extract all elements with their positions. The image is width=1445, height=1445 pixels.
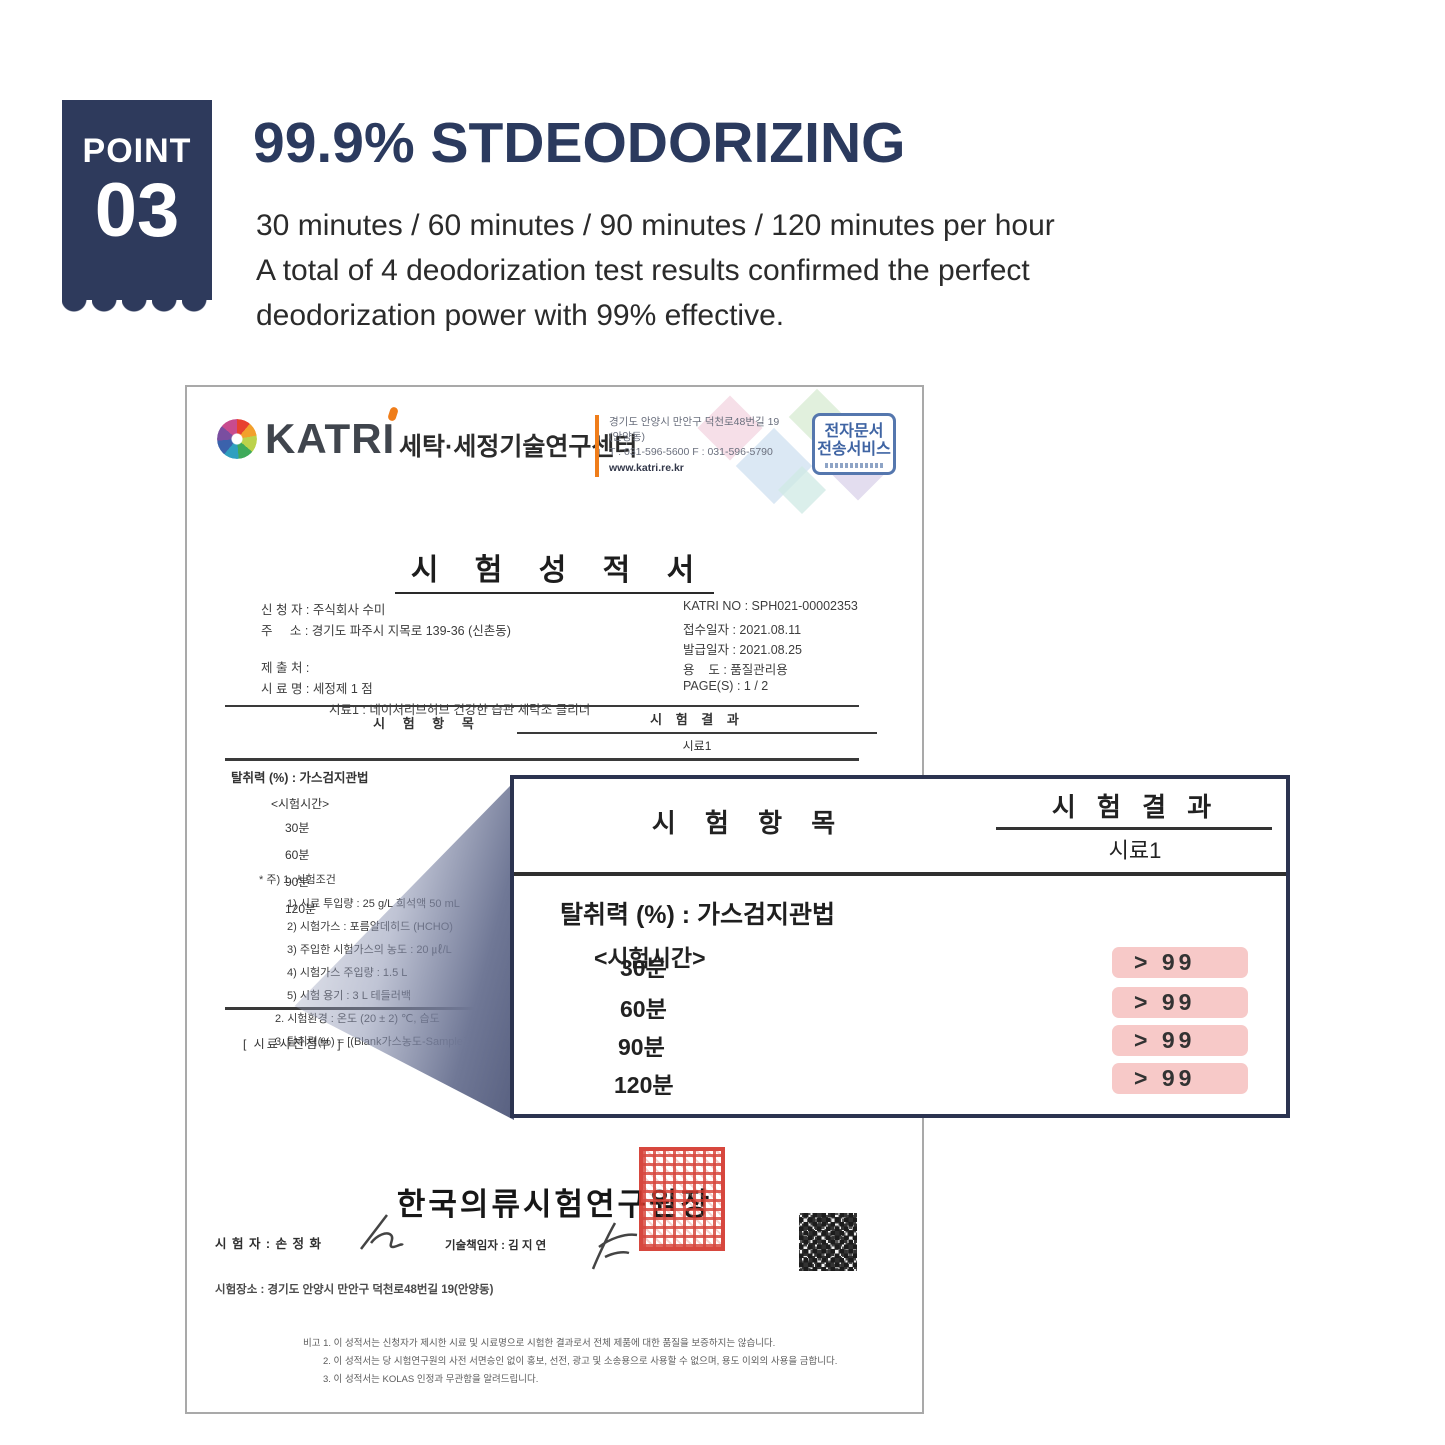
footnote-line: 2. 이 성적서는 당 시험연구원의 사전 서면승인 없이 홍보, 선전, 광고… — [323, 1356, 838, 1367]
point-badge-label: POINT — [82, 132, 192, 170]
field-katri-no: KATRI NO : SPH021-00002353 — [683, 599, 858, 613]
address-phone: T : 031-596-5600 F : 031-596-5790 — [609, 446, 773, 459]
point-badge: POINT 03 — [62, 100, 212, 314]
edoc-badge-small-text — [825, 462, 883, 468]
test-place: 시험장소 : 경기도 안양시 만안구 덕천로48번길 19(안양동) — [215, 1284, 494, 1296]
address-line-2: (안양동) — [609, 431, 645, 444]
ribbon-wave-edge — [62, 299, 212, 314]
callout-col-item: 시 험 항 목 — [651, 808, 847, 838]
letterhead-divider — [595, 415, 599, 477]
footnote-line: 3. 이 성적서는 KOLAS 인정과 무관함을 알려드립니다. — [323, 1374, 539, 1385]
table-col-result: 시 험 결 과 — [650, 712, 744, 727]
time-row: 120분 — [285, 902, 317, 916]
field-purpose: 용 도 : 품질관리용 — [683, 663, 788, 677]
callout-row-time: 60분 — [620, 996, 667, 1022]
field-submitter: 제 출 처 : — [261, 661, 310, 675]
callout-row-time: 30분 — [620, 955, 667, 981]
callout-row-value: > 99 — [1112, 1063, 1248, 1094]
table-rule — [225, 705, 859, 707]
field-received-date: 접수일자 : 2021.08.11 — [683, 623, 802, 637]
table-col-sample: 시료1 — [682, 739, 712, 753]
edoc-badge-line-2: 전송서비스 — [817, 441, 891, 459]
callout-row-value: > 99 — [1112, 947, 1248, 978]
edoc-service-badge: 전자문서 전송서비스 — [812, 413, 896, 475]
field-issued-date: 발급일자 : 2021.08.25 — [683, 643, 802, 657]
website-url: www.katri.re.kr — [609, 461, 684, 474]
callout-row-value: > 99 — [1112, 987, 1248, 1018]
time-row: 60분 — [285, 848, 310, 862]
test-time-label: <시험시간> — [271, 797, 330, 811]
katri-wordmark-i: I — [382, 415, 396, 462]
field-applicant: 신 청 자 : 주식회사 수미 — [261, 603, 386, 617]
official-seal — [639, 1147, 725, 1251]
katri-pinwheel-logo-icon — [217, 419, 257, 459]
point-badge-number: 03 — [94, 168, 180, 253]
manager-signature-icon — [591, 1222, 638, 1270]
photo-attachment-note: [ 시료사진첨부 ] — [243, 1037, 343, 1051]
result-callout-box: 시 험 항 목 시 험 결 과 시료1 탈취력 (%) : 가스검지관법 <시험… — [510, 775, 1290, 1118]
field-sample-name: 시 료 명 : 세정제 1 점 — [261, 682, 373, 696]
callout-col-result: 시 험 결 과 — [1051, 792, 1219, 822]
note-line: * 주) 1. 시험조건 — [259, 874, 336, 886]
letterhead-address: 경기도 안양시 만안구 덕천로48번길 19 (안양동) T : 031-596… — [609, 415, 779, 476]
table-rule — [225, 758, 859, 761]
callout-col-sample: 시료1 — [1108, 838, 1162, 863]
test-method: 탈취력 (%) : 가스검지관법 — [231, 771, 369, 785]
tech-manager-name: 기술책임자 : 김 지 연 — [445, 1240, 547, 1252]
callout-test-method: 탈취력 (%) : 가스검지관법 — [560, 901, 836, 929]
address-line-1: 경기도 안양시 만안구 덕천로48번길 19 — [609, 416, 780, 428]
callout-rule — [514, 872, 1286, 876]
callout-row-time: 90분 — [618, 1034, 665, 1060]
katri-wordmark: KATRI — [265, 415, 395, 463]
field-address: 주 소 : 경기도 파주시 지목로 139-36 (신촌동) — [261, 624, 511, 638]
callout-rule — [996, 827, 1272, 830]
subtitle-line-1: 30 minutes / 60 minutes / 90 minutes / 1… — [256, 209, 1055, 242]
callout-time-label: <시험시간> — [594, 945, 706, 971]
tester-name: 시 험 자 : 손 정 화 — [215, 1237, 323, 1251]
qr-code — [799, 1213, 857, 1271]
callout-row-value: > 99 — [1112, 1025, 1248, 1056]
subtitle-line-3: deodorization power with 99% effective. — [256, 299, 785, 332]
document-title: 시 험 성 적 서 — [187, 545, 922, 594]
table-rule — [517, 732, 877, 734]
callout-row-time: 120분 — [614, 1072, 674, 1098]
document-title-text: 시 험 성 적 서 — [394, 554, 715, 594]
time-row: 90분 — [285, 875, 310, 889]
field-pages: PAGE(S) : 1 / 2 — [683, 679, 769, 693]
time-row: 30분 — [285, 821, 310, 835]
table-col-item: 시 험 항 목 — [373, 716, 481, 731]
page-title: 99.9% STDEODORIZING — [253, 111, 906, 175]
letterhead-org-name: 세탁·세정기술연구센터 — [399, 433, 638, 461]
edoc-badge-line-1: 전자문서 — [824, 423, 884, 440]
subtitle-line-2: A total of 4 deodorization test results … — [256, 254, 1030, 287]
tester-signature-icon — [360, 1214, 404, 1250]
katri-wordmark-text: KATR — [265, 415, 383, 462]
footnote-line: 비고 1. 이 성적서는 신청자가 제시한 시료 및 시료명으로 시험한 결과로… — [303, 1338, 776, 1349]
